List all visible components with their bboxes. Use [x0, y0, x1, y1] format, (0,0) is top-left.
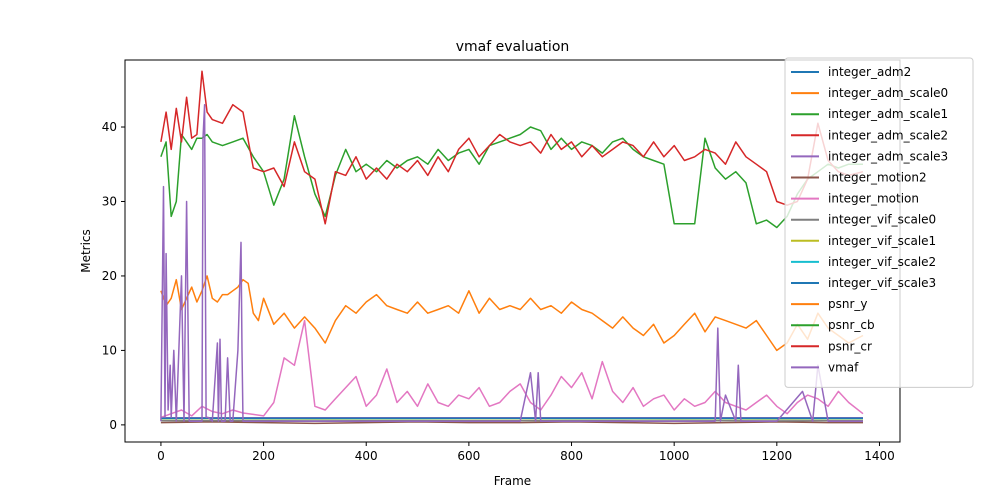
x-axis: 0 200 400 600 800 1000 1200 1400: [157, 442, 895, 463]
x-tick-label: 400: [355, 449, 378, 463]
legend-label: integer_adm_scale1: [828, 107, 948, 121]
chart-title: vmaf evaluation: [456, 39, 570, 55]
legend-label: integer_vif_scale0: [828, 213, 936, 227]
legend-label: integer_adm_scale3: [828, 149, 948, 163]
series-line-psnr-y: [160, 275, 864, 352]
legend-box: [784, 57, 974, 388]
legend-label: psnr_cr: [828, 339, 872, 353]
legend-label: integer_adm_scale0: [828, 86, 948, 100]
series-line-integer-motion2: [160, 421, 863, 425]
legend-label: integer_motion2: [828, 171, 927, 185]
legend-label: integer_motion: [828, 192, 919, 206]
legend-label: integer_adm_scale2: [828, 128, 948, 142]
x-tick-label: 200: [252, 449, 275, 463]
legend-label: psnr_cb: [828, 318, 875, 332]
x-tick-label: 600: [457, 449, 480, 463]
y-tick-label: 10: [102, 343, 117, 357]
x-tick-label: 800: [560, 449, 583, 463]
legend-label: integer_vif_scale2: [828, 255, 936, 269]
series-line-psnr-cb: [160, 115, 863, 229]
y-tick-label: 30: [102, 194, 117, 208]
y-tick-label: 20: [102, 269, 117, 283]
plot-lines: [160, 70, 864, 425]
legend-label: psnr_y: [828, 297, 868, 311]
x-tick-label: 1000: [659, 449, 690, 463]
x-axis-label: Frame: [494, 474, 531, 488]
y-tick-label: 0: [109, 418, 117, 432]
y-tick-label: 40: [102, 120, 117, 134]
x-tick-label: 0: [157, 449, 165, 463]
legend: integer_adm2 integer_adm_scale0 integer_ad…: [784, 57, 974, 388]
legend-label: integer_adm2: [828, 65, 911, 79]
series-line-integer-motion: [160, 319, 864, 419]
legend-label: vmaf: [828, 360, 859, 374]
y-axis-label: Metrics: [79, 229, 93, 273]
series-line-vmaf: [160, 103, 863, 422]
series-line-psnr-cr: [160, 70, 864, 225]
legend-label: integer_vif_scale1: [828, 234, 936, 248]
x-tick-label: 1400: [864, 449, 895, 463]
legend-label: integer_vif_scale3: [828, 276, 936, 290]
x-tick-label: 1200: [762, 449, 793, 463]
y-axis: 0 10 20 30 40: [102, 120, 125, 432]
